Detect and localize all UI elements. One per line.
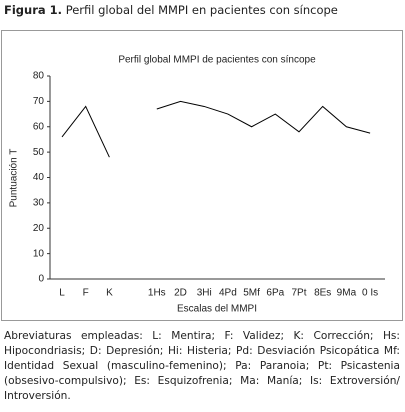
y-axis-label: Puntuación T	[9, 149, 20, 208]
chart: Perfil global MMPI de pacientes con sínc…	[1, 30, 403, 321]
y-tick-label: 80	[33, 71, 45, 82]
line-series	[61, 100, 371, 158]
x-tick-label: 9Ma	[337, 288, 357, 299]
y-tick-label: 30	[33, 198, 45, 209]
chart-frame	[1, 30, 403, 321]
y-tick-label: 70	[33, 96, 45, 107]
x-tick-label: 2D	[174, 288, 187, 299]
y-tick-label: 10	[33, 248, 45, 259]
x-tick-label: 4Pd	[219, 288, 237, 299]
x-tick-label: 5Mf	[243, 288, 260, 299]
x-tick-label: K	[106, 288, 113, 299]
chart-title: Perfil global MMPI de pacientes con sínc…	[118, 55, 316, 66]
footnote: Abreviaturas empleadas: L: Mentira; F: V…	[4, 330, 400, 402]
x-tick-label: 8Es	[314, 288, 331, 299]
x-axis-label: Escalas del MMPI	[177, 304, 257, 315]
x-tick-label: 3Hi	[197, 288, 212, 299]
figure-label: Figura 1.	[4, 3, 63, 17]
y-tick-label: 20	[33, 223, 45, 234]
x-tick-label: 6Pa	[266, 288, 284, 299]
y-tick-label: 40	[33, 172, 45, 183]
figure-caption: Figura 1. Perfil global del MMPI en paci…	[4, 3, 338, 17]
x-tick-label: 0 Is	[362, 288, 378, 299]
x-tick-label: L	[59, 288, 65, 299]
figure-title: Perfil global del MMPI en pacientes con …	[65, 3, 338, 17]
x-tick-label: F	[83, 288, 89, 299]
x-tick-label: 7Pt	[291, 288, 306, 299]
y-tick-label: 60	[33, 121, 45, 132]
x-tick-label: 1Hs	[148, 288, 166, 299]
y-tick-label: 50	[33, 147, 45, 158]
y-tick-label: 0	[38, 274, 44, 285]
